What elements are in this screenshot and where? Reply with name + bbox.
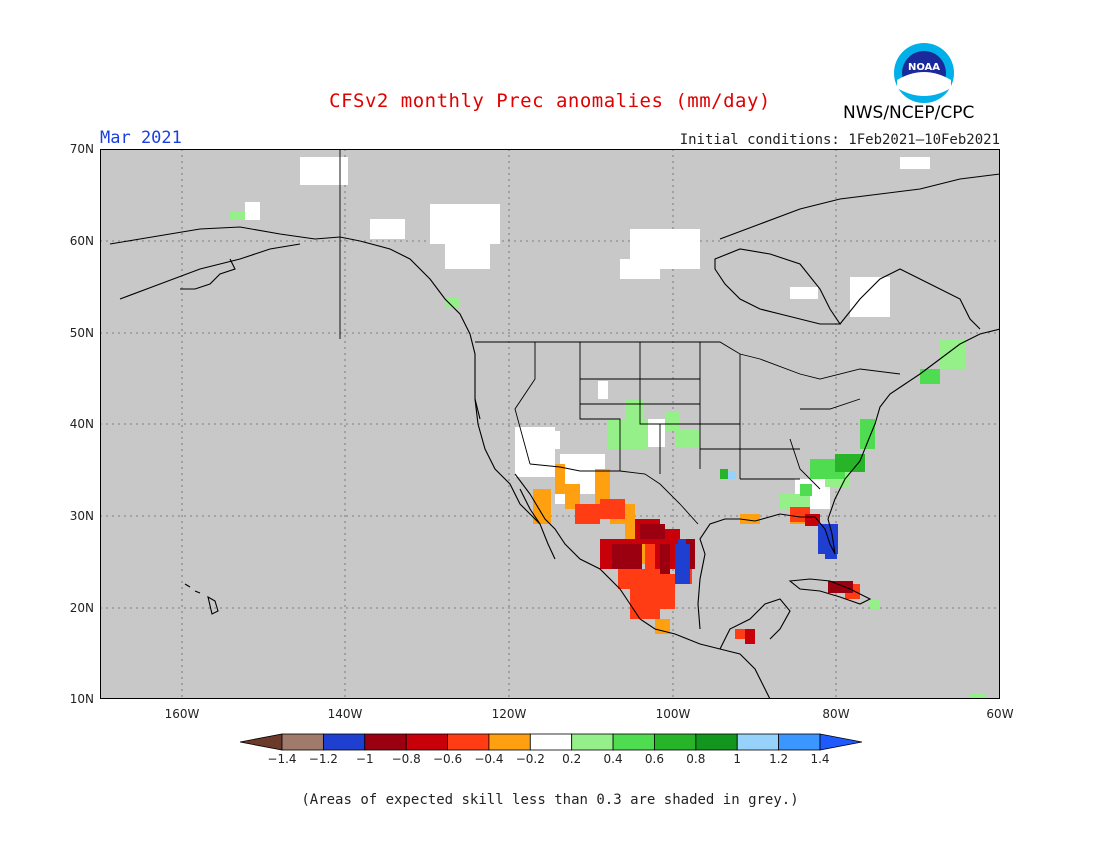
lon-label-60w: 60W	[986, 707, 1014, 721]
colorbar-tick-label: −0.2	[515, 752, 545, 766]
colorbar-swatch	[364, 733, 407, 751]
colorbar-tick-label: −1	[355, 752, 374, 766]
colorbar-swatch	[612, 733, 655, 751]
lat-label-30n: 30N	[69, 509, 94, 523]
precip-anomaly-map	[100, 149, 1000, 699]
lon-label-120w: 120W	[491, 707, 527, 721]
colorbar-swatch	[695, 733, 738, 751]
coastlines	[109, 173, 1000, 699]
colorbar-tick-label: −0.6	[432, 752, 463, 766]
colorbar-swatch	[405, 733, 448, 751]
colorbar-tick-label: 1.2	[769, 752, 789, 766]
colorbar-swatch	[322, 733, 366, 751]
lat-label-50n: 50N	[69, 326, 94, 340]
borders	[339, 149, 901, 525]
colorbar-tick-label: −0.8	[391, 752, 421, 766]
colorbar-swatch	[240, 733, 283, 751]
colorbar-swatch	[778, 733, 821, 751]
lat-label-70n: 70N	[69, 142, 94, 156]
colorbar-swatch	[447, 733, 490, 751]
colorbar-tick-label: 0.4	[603, 752, 623, 766]
colorbar-swatch	[736, 733, 780, 751]
colorbar	[240, 733, 862, 751]
logo-text: NOAA	[908, 62, 940, 73]
colorbar-swatch	[488, 733, 531, 751]
colorbar-tick-label: −1.4	[267, 752, 297, 766]
lon-label-140w: 140W	[327, 707, 363, 721]
colorbar-swatch	[819, 733, 862, 751]
colorbar-tick-label: 0.2	[562, 752, 582, 766]
agency-label: NWS/NCEP/CPC	[843, 103, 975, 123]
lon-label-160w: 160W	[164, 707, 200, 721]
lat-label-20n: 20N	[69, 601, 94, 615]
colorbar-tick-label: −1.2	[308, 752, 338, 766]
colorbar-swatch	[654, 733, 697, 751]
initial-conditions: Initial conditions: 1Feb2021–10Feb2021	[679, 132, 1000, 148]
noaa-logo-icon: NOAA	[894, 43, 954, 103]
anomaly-cells	[230, 157, 985, 699]
lon-label-100w: 100W	[655, 707, 691, 721]
footnote: (Areas of expected skill less than 0.3 a…	[301, 792, 799, 808]
colorbar-tick-label: −0.4	[474, 752, 504, 766]
colorbar-swatch	[529, 733, 573, 751]
colorbar-tick-label: 1.4	[810, 752, 830, 766]
colorbar-tick-label: 1	[733, 752, 742, 766]
lat-label-10n: 10N	[69, 692, 94, 706]
lat-label-60n: 60N	[69, 234, 94, 248]
colorbar-swatch	[571, 733, 614, 751]
colorbar-tick-label: 0.6	[644, 752, 664, 766]
lon-label-80w: 80W	[822, 707, 850, 721]
graticule	[100, 149, 1000, 699]
forecast-month: Mar 2021	[100, 128, 182, 148]
colorbar-swatch	[281, 733, 324, 751]
lat-label-40n: 40N	[69, 417, 94, 431]
colorbar-tick-label: 0.8	[686, 752, 706, 766]
map-title: CFSv2 monthly Prec anomalies (mm/day)	[329, 90, 771, 112]
